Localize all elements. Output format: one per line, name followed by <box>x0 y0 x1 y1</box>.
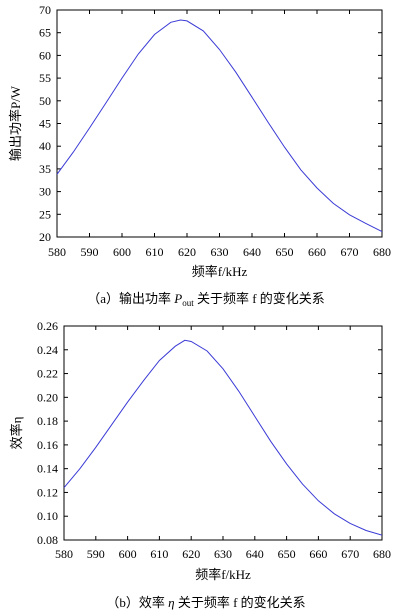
chart2-x-tick-label: 580 <box>55 547 73 561</box>
chart1-y-tick-label: 40 <box>39 139 51 153</box>
chart1-y-tick-label: 60 <box>39 48 51 62</box>
chart1-x-tick-label: 590 <box>81 245 99 259</box>
chart2-series-line <box>63 339 383 536</box>
chart1-x-tick-label: 680 <box>373 245 391 259</box>
chart1-x-tick-label: 670 <box>341 245 359 259</box>
chart1-caption: （a）输出功率 Pout 关于频率 f 的变化关系 <box>87 291 325 308</box>
chart1-y-tick-label: 45 <box>39 117 51 131</box>
chart2-y-tick-label: 0.16 <box>37 438 58 452</box>
chart2-y-tick-label: 0.26 <box>37 319 58 333</box>
chart2-plot-frame <box>63 325 383 541</box>
chart1-x-tick-label: 640 <box>243 245 261 259</box>
chart2-x-axis-label: 频率f/kHz <box>195 567 251 582</box>
chart1-series-line <box>56 19 383 233</box>
chart2-y-tick-label: 0.18 <box>37 414 58 428</box>
chart2-y-tick-label: 0.10 <box>37 509 58 523</box>
chart1-y-axis-label: 输出功率P/W <box>8 85 23 161</box>
chart2-x-tick-label: 610 <box>150 547 168 561</box>
chart2-x-tick-label: 590 <box>87 547 105 561</box>
chart2-x-tick-label: 630 <box>214 547 232 561</box>
chart2-x-tick-label: 620 <box>182 547 200 561</box>
chart2-x-tick-label: 640 <box>246 547 264 561</box>
chart2-y-axis-label: 效率η <box>9 416 24 449</box>
chart1-y-tick-label: 70 <box>39 3 51 17</box>
chart2-y-tick-label: 0.24 <box>37 343 58 357</box>
chart2-x-tick-label: 660 <box>309 547 327 561</box>
chart2-y-tick-label: 0.08 <box>37 533 58 547</box>
chart1-x-tick-label: 610 <box>146 245 164 259</box>
chart2-y-tick-label: 0.22 <box>37 367 58 381</box>
chart1-x-tick-label: 580 <box>48 245 66 259</box>
chart2-y-tick-label: 0.12 <box>37 485 58 499</box>
chart2-x-tick-label: 600 <box>119 547 137 561</box>
chart2-x-tick-label: 650 <box>278 547 296 561</box>
chart1-y-tick-label: 65 <box>39 26 51 40</box>
chart1-x-tick-label: 660 <box>308 245 326 259</box>
chart1-x-tick-label: 620 <box>178 245 196 259</box>
chart1-y-tick-label: 35 <box>39 162 51 176</box>
chart1-y-tick-label: 55 <box>39 71 51 85</box>
chart2-x-tick-label: 670 <box>341 547 359 561</box>
chart1-y-tick-label: 30 <box>39 185 51 199</box>
chart1-y-tick-label: 50 <box>39 94 51 108</box>
chart1-y-tick-label: 25 <box>39 207 51 221</box>
chart2-y-tick-label: 0.20 <box>37 390 58 404</box>
chart1-x-axis-label: 频率f/kHz <box>192 264 248 279</box>
chart1-x-tick-label: 600 <box>113 245 131 259</box>
chart1-x-tick-label: 630 <box>211 245 229 259</box>
chart1-x-tick-label: 650 <box>276 245 294 259</box>
chart2-y-tick-label: 0.14 <box>37 462 58 476</box>
chart1-y-tick-label: 20 <box>39 230 51 244</box>
chart2-x-tick-label: 680 <box>373 547 391 561</box>
chart2-caption: （b）效率 η 关于频率 f 的变化关系 <box>106 595 305 610</box>
